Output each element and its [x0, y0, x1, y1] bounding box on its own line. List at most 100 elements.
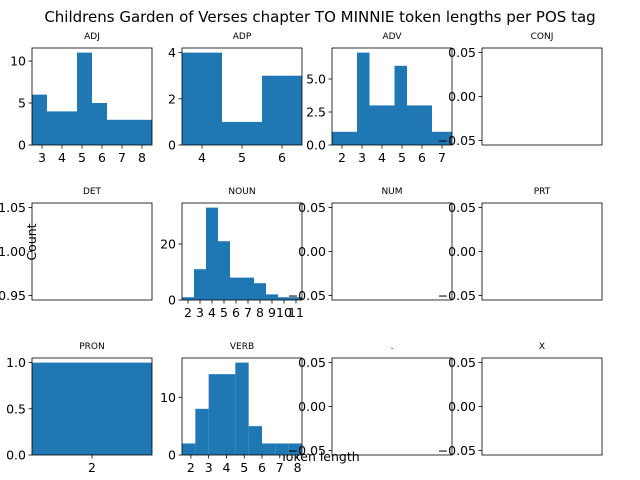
x-tick-label-adj-3: 6	[98, 150, 106, 165]
x-tick-label-verb-6: 8	[294, 460, 302, 475]
y-tick-label-adj-1: 5	[18, 96, 26, 111]
y-tick-label-adv-2: 5.0	[306, 72, 326, 87]
y-tick-label-conj-1: 0.00	[448, 89, 476, 104]
y-tick-label-verb-0: 0	[168, 448, 176, 463]
panel-title-conj: CONJ	[531, 32, 554, 42]
bar-adj-0	[32, 94, 47, 145]
bar-verb-8	[288, 443, 302, 455]
y-tick-label-adp-0: 0	[168, 138, 176, 153]
x-tick-label-verb-2: 4	[222, 460, 230, 475]
x-tick-label-verb-3: 5	[240, 460, 248, 475]
x-tick-label-verb-1: 3	[205, 460, 213, 475]
bar-noun-9	[290, 297, 302, 300]
bar-adj-1	[47, 111, 62, 145]
panel-x: X 0.05 0.00 −0.05	[438, 342, 603, 458]
bar-adj-6	[122, 119, 137, 145]
panel-prt: PRT 0.05 0.00 −0.05	[438, 187, 603, 303]
x-tick-label-adj-2: 5	[78, 150, 86, 165]
bar-adv-1	[344, 131, 357, 145]
x-tick-label-adv-2: 4	[378, 150, 386, 165]
bar-adv-3	[369, 105, 382, 145]
x-tick-label-noun-5: 7	[244, 305, 252, 320]
y-tick-label-noun-0: 0	[168, 293, 176, 308]
y-tick-label-num-2: −0.05	[288, 288, 326, 303]
bar-adp-1	[222, 121, 262, 145]
x-tick-label-noun-2: 4	[208, 305, 216, 320]
y-tick-label-adv-0: 0.0	[306, 138, 326, 153]
bar-noun-4	[230, 277, 242, 300]
x-tick-label-adj-5: 8	[138, 150, 146, 165]
bar-adv-4	[382, 105, 395, 145]
y-tick-label-adp-1: 2	[168, 91, 176, 106]
y-tick-label-punct-2: −0.05	[288, 443, 326, 458]
bar-verb-2	[208, 374, 222, 455]
bar-noun-2	[206, 207, 218, 300]
bar-adv-7	[419, 105, 432, 145]
bar-adp-0	[182, 52, 222, 145]
panel-title-verb: VERB	[230, 342, 254, 352]
y-tick-label-det-0: 1.05	[0, 200, 26, 215]
y-tick-label-punct-1: 0.00	[298, 399, 326, 414]
x-tick-label-noun-3: 5	[220, 305, 228, 320]
x-tick-label-adv-3: 5	[398, 150, 406, 165]
x-tick-label-noun-6: 8	[256, 305, 264, 320]
panel-frame-verb	[181, 357, 303, 456]
y-tick-label-adp-2: 4	[168, 45, 176, 60]
panel-title-adj: ADJ	[84, 32, 100, 42]
bar-verb-6	[262, 443, 276, 455]
y-tick-label-prt-1: 0.00	[448, 244, 476, 259]
x-tick-label-verb-4: 6	[258, 460, 266, 475]
x-tick-label-adv-0: 2	[338, 150, 346, 165]
x-tick-label-adp-1: 5	[238, 150, 246, 165]
x-tick-label-noun-8: 10	[276, 305, 292, 320]
bar-noun-5	[242, 277, 254, 300]
x-tick-label-noun-4: 6	[232, 305, 240, 320]
panel-frame-conj	[481, 47, 603, 146]
bar-noun-0	[182, 297, 194, 300]
bar-verb-5	[248, 426, 262, 455]
y-tick-label-pron-2: 1.0	[6, 355, 26, 370]
panel-frame-det	[31, 202, 153, 301]
panel-frame-x	[481, 357, 603, 456]
bar-noun-8	[278, 297, 290, 300]
bar-adj-5	[107, 119, 122, 145]
bar-adp-2	[262, 75, 302, 145]
panel-title-prt: PRT	[534, 187, 551, 197]
panel-det: DET 1.05 1.00 0.95	[0, 187, 153, 303]
y-tick-label-conj-0: 0.05	[448, 45, 476, 60]
x-tick-label-pron-0: 2	[88, 460, 96, 475]
y-tick-label-det-2: 0.95	[0, 288, 26, 303]
y-tick-label-noun-1: 20	[160, 237, 176, 252]
panel-title-pron: PRON	[79, 342, 105, 352]
panel-frame-num	[331, 202, 453, 301]
y-tick-label-x-0: 0.05	[448, 355, 476, 370]
x-tick-label-adv-1: 3	[358, 150, 366, 165]
panel-num: NUM 0.05 0.00 −0.05	[288, 187, 453, 303]
bar-adv-2	[357, 52, 370, 145]
panel-frame-punct	[331, 357, 453, 456]
bar-adj-2	[62, 111, 77, 145]
panel-title-adv: ADV	[382, 32, 402, 42]
panel-title-x: X	[539, 342, 545, 352]
x-tick-label-verb-0: 2	[187, 460, 195, 475]
panel-title-adp: ADP	[233, 32, 252, 42]
bar-verb-7	[275, 443, 289, 455]
x-tick-label-adj-1: 4	[58, 150, 66, 165]
panel-frame-adj	[31, 47, 153, 146]
bar-adv-9	[444, 131, 452, 145]
bar-adv-8	[432, 131, 445, 145]
panel-adv: ADV 2 3 4 5 6 7 0.0 2.5 5.0	[306, 32, 453, 165]
bar-noun-3	[218, 241, 230, 300]
y-tick-label-num-0: 0.05	[298, 200, 326, 215]
panel-conj: CONJ 0.05 0.00 −0.05	[438, 32, 603, 148]
y-tick-label-x-1: 0.00	[448, 399, 476, 414]
panel-title-num: NUM	[381, 187, 402, 197]
y-tick-label-det-1: 1.00	[0, 244, 26, 259]
x-tick-label-noun-1: 3	[196, 305, 204, 320]
panel-verb: VERB 2 3 4 5 6 7 8 0 10	[160, 342, 303, 475]
panel-title-punct: .	[391, 342, 394, 352]
